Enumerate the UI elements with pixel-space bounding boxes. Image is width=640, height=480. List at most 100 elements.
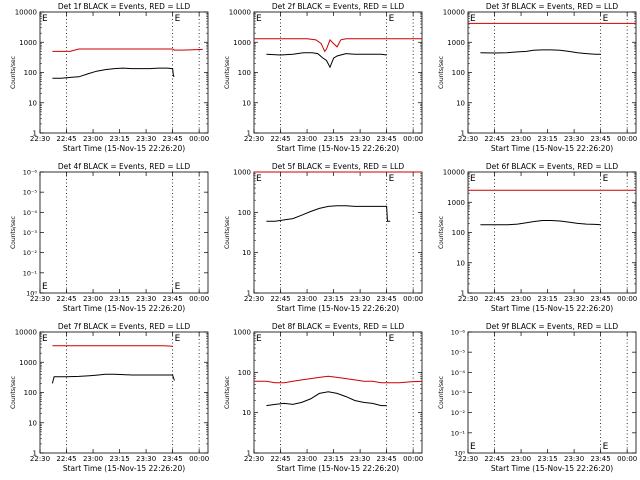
event-marker-label: E — [389, 334, 395, 344]
event-marker-label: E — [256, 14, 262, 24]
x-tick-label: 23:15 — [323, 295, 343, 303]
x-tick-label: 00:00 — [403, 455, 423, 463]
y-tick-label: 10⁻⁵ — [23, 189, 38, 197]
series-line-black — [266, 391, 387, 407]
y-tick-label: 10⁻² — [451, 409, 466, 417]
plot-frame — [39, 171, 209, 294]
x-tick-label: 23:45 — [591, 295, 611, 303]
y-tick-label: 100 — [238, 209, 251, 217]
x-tick-label: 23:45 — [163, 455, 183, 463]
x-tick-label: 22:45 — [270, 135, 290, 143]
series-line-red — [52, 48, 203, 52]
x-tick-label: 22:30 — [244, 295, 264, 303]
x-tick-label: 23:00 — [297, 455, 317, 463]
y-axis-label: Counts/sec — [224, 56, 231, 89]
x-tick-label: 23:15 — [323, 135, 343, 143]
x-tick-label: 22:30 — [30, 135, 50, 143]
x-tick-label: 23:15 — [109, 295, 129, 303]
panel-title: Det 7f BLACK = Events, RED = LLD — [58, 322, 191, 331]
detector-panel-5: Det 5f BLACK = Events, RED = LLD Counts/s… — [224, 162, 423, 313]
panel-title: Det 5f BLACK = Events, RED = LLD — [272, 162, 405, 171]
event-marker-label: E — [470, 442, 476, 452]
y-tick-label: 1 — [33, 130, 37, 138]
x-tick-label: 23:00 — [511, 135, 531, 143]
y-tick-label: 10⁻³ — [23, 229, 38, 237]
panel-title: Det 3f BLACK = Events, RED = LLD — [486, 2, 619, 11]
x-tick-label: 22:30 — [458, 455, 478, 463]
x-tick-label: 00:00 — [403, 295, 423, 303]
x-axis-label: Start Time (15-Nov-15 22:26:20) — [277, 144, 399, 153]
x-axis-label: Start Time (15-Nov-15 22:26:20) — [277, 304, 399, 313]
y-tick-label: 10⁻⁵ — [451, 349, 466, 357]
y-tick-label: 1 — [247, 130, 251, 138]
x-tick-label: 22:45 — [484, 455, 504, 463]
x-tick-label: 23:30 — [350, 135, 370, 143]
series-line-black — [266, 205, 391, 222]
series-line-black — [480, 220, 601, 226]
x-axis-label: Start Time (15-Nov-15 22:26:20) — [63, 304, 185, 313]
x-tick-label: 23:15 — [537, 455, 557, 463]
x-tick-label: 23:45 — [591, 455, 611, 463]
x-tick-label: 23:15 — [109, 135, 129, 143]
event-marker-label: E — [42, 14, 48, 24]
y-tick-label: 10 — [456, 259, 465, 267]
plot-frame — [253, 171, 423, 294]
x-tick-label: 00:00 — [617, 135, 637, 143]
y-tick-label: 10⁻⁶ — [451, 329, 466, 337]
x-tick-label: 23:30 — [136, 135, 156, 143]
x-tick-label: 22:30 — [30, 295, 50, 303]
panel-title: Det 8f BLACK = Events, RED = LLD — [272, 322, 405, 331]
y-tick-label: 10⁰ — [26, 290, 37, 298]
y-tick-label: 1 — [33, 450, 37, 458]
panel-title: Det 9f BLACK = Events, RED = LLD — [486, 322, 619, 331]
event-marker-label: E — [470, 174, 476, 184]
x-tick-label: 23:00 — [83, 455, 103, 463]
x-tick-label: 23:30 — [350, 295, 370, 303]
y-tick-label: 100 — [24, 69, 37, 77]
y-tick-label: 10⁻⁴ — [451, 369, 466, 377]
x-tick-label: 23:30 — [564, 135, 584, 143]
y-tick-label: 1 — [461, 130, 465, 138]
y-tick-label: 10000 — [443, 169, 465, 177]
y-axis-label: Counts/sec — [438, 216, 445, 249]
event-marker-label: E — [256, 174, 262, 184]
x-tick-label: 23:45 — [163, 295, 183, 303]
panel-title: Det 4f BLACK = Events, RED = LLD — [58, 162, 191, 171]
y-tick-label: 10 — [242, 409, 251, 417]
x-tick-label: 00:00 — [617, 455, 637, 463]
x-tick-label: 22:30 — [244, 455, 264, 463]
detector-panel-3: Det 3f BLACK = Events, RED = LLD Counts/s… — [438, 2, 637, 153]
plot-frame — [39, 11, 209, 134]
series-line-black — [480, 49, 601, 55]
event-marker-label: E — [603, 442, 609, 452]
x-tick-label: 23:00 — [511, 295, 531, 303]
y-tick-label: 10⁻¹ — [451, 429, 466, 437]
x-tick-label: 23:15 — [537, 135, 557, 143]
x-tick-label: 23:15 — [109, 455, 129, 463]
y-tick-label: 10⁻² — [23, 249, 38, 257]
y-tick-label: 100 — [238, 69, 251, 77]
y-tick-label: 10000 — [229, 9, 251, 17]
x-tick-label: 22:45 — [484, 295, 504, 303]
x-tick-label: 22:45 — [270, 455, 290, 463]
y-tick-label: 10⁻⁴ — [23, 209, 38, 217]
detector-panel-1: Det 1f BLACK = Events, RED = LLD Counts/s… — [10, 2, 209, 153]
event-marker-label: E — [603, 14, 609, 24]
y-tick-label: 10⁻¹ — [23, 269, 38, 277]
x-tick-label: 22:30 — [30, 455, 50, 463]
detector-panel-4: Det 4f BLACK = Events, RED = LLD Counts/s… — [10, 162, 209, 313]
x-tick-label: 23:45 — [163, 135, 183, 143]
y-tick-label: 10 — [242, 99, 251, 107]
event-marker-label: E — [603, 174, 609, 184]
y-tick-label: 10 — [456, 99, 465, 107]
y-tick-label: 100 — [238, 369, 251, 377]
y-tick-label: 1000 — [19, 359, 37, 367]
series-line-black — [266, 52, 387, 69]
y-axis-label: Counts/sec — [224, 376, 231, 409]
y-tick-label: 10⁰ — [454, 450, 465, 458]
event-marker-label: E — [470, 14, 476, 24]
x-tick-label: 22:30 — [458, 295, 478, 303]
event-marker-label: E — [42, 334, 48, 344]
x-axis-label: Start Time (15-Nov-15 22:26:20) — [491, 304, 613, 313]
